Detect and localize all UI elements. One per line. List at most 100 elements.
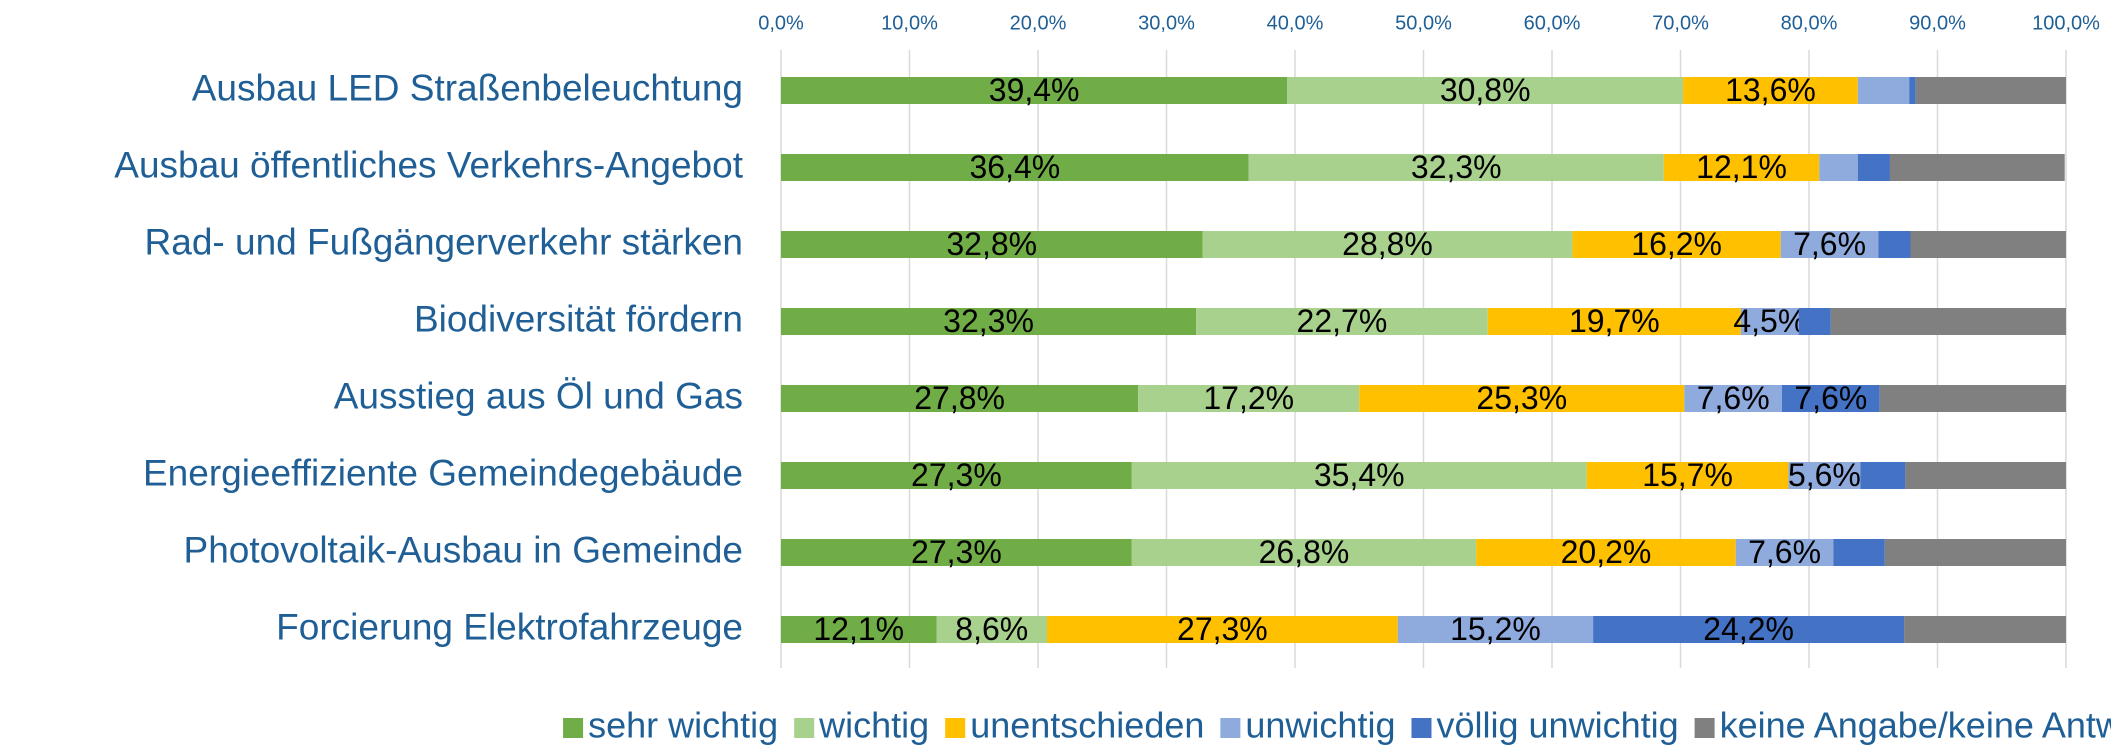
bar-segment [1196,308,1488,335]
bar-segment [1788,462,1861,489]
data-label: 28,8% [1342,226,1433,262]
bar-segment [1487,308,1741,335]
data-label: 32,3% [943,303,1034,339]
legend: sehr wichtig wichtig unentschieden unwichti… [563,705,2111,746]
legend-label: völlig unwichtig [1436,705,1678,746]
category-label: Photovoltaik-Ausbau in Gemeinde [184,529,743,570]
data-label: 39,4% [989,72,1080,108]
x-tick-label: 80,0% [1781,12,1838,34]
bar-segment [1476,539,1736,566]
bar-segment [1830,308,2066,335]
category-label: Energieeffiziente Gemeindegebäude [143,452,743,493]
bar-segment [781,616,937,643]
data-label: 5,6% [1788,457,1861,493]
bar-segment [1904,616,2066,643]
bar-segment [1359,385,1685,412]
bar-segment [1593,616,1905,643]
bar-segment [1684,385,1783,412]
bar-segment [1798,308,1831,335]
data-label: 26,8% [1259,534,1350,570]
bar-segment [1202,231,1573,258]
bar-segment [1683,77,1858,104]
data-label: 20,2% [1561,534,1652,570]
legend-swatch [1411,718,1432,738]
data-label: 7,6% [1794,380,1867,416]
legend-swatch [1694,718,1715,738]
bar-segment [1860,462,1906,489]
legend-swatch [1220,718,1241,738]
bar-segment [781,231,1203,258]
data-label: 17,2% [1203,380,1294,416]
bar-segment [1397,616,1594,643]
bar-segment [1780,231,1879,258]
data-label: 15,7% [1642,457,1733,493]
category-label: Ausbau LED Straßenbeleuchtung [192,67,743,108]
bar-segment [1287,77,1684,104]
data-label: 16,2% [1631,226,1722,262]
data-label: 7,6% [1697,380,1770,416]
data-label: 35,4% [1314,457,1405,493]
bar-segment [1857,77,1910,104]
data-label: 22,7% [1297,303,1388,339]
bar-segment [1905,462,2066,489]
data-label: 4,5% [1733,303,1806,339]
bar-segment [1663,154,1820,181]
bar-segment [781,77,1288,104]
x-tick-label: 50,0% [1395,12,1452,34]
x-tick-label: 30,0% [1138,12,1195,34]
x-tick-label: 0,0% [758,12,804,34]
data-label: 32,3% [1411,149,1502,185]
category-label: Ausbau öffentliches Verkehrs-Angebot [114,144,743,185]
bar-segment [1909,77,1916,104]
category-label: Ausstieg aus Öl und Gas [334,375,743,416]
bar-segment [1248,154,1664,181]
bar-segment [1131,462,1587,489]
x-tick-label: 100,0% [2032,12,2100,34]
bar-segment [1131,539,1477,566]
data-label: 7,6% [1748,534,1821,570]
bar-segment [1833,539,1885,566]
category-label: Forcierung Elektrofahrzeuge [276,606,743,647]
bar-segment [1046,616,1398,643]
legend-label: sehr wichtig [588,705,778,746]
data-label: 12,1% [813,611,904,647]
legend-swatch [945,718,966,738]
bar-segment [1138,385,1360,412]
category-label: Biodiversität fördern [414,298,743,339]
data-label: 8,6% [955,611,1028,647]
bar-segment [1782,385,1880,412]
data-label: 32,8% [946,226,1037,262]
data-label: 13,6% [1725,72,1816,108]
data-label: 15,2% [1450,611,1541,647]
data-label: 12,1% [1696,149,1787,185]
data-label: 36,4% [970,149,1061,185]
data-label: 27,3% [911,457,1002,493]
bar-segment [781,539,1132,566]
legend-label: wichtig [818,705,929,746]
bar-segment [1889,154,2065,181]
bar-segment [781,154,1249,181]
x-tick-label: 10,0% [881,12,938,34]
legend-swatch [794,718,815,738]
x-tick-label: 20,0% [1010,12,1067,34]
x-tick-label: 40,0% [1267,12,1324,34]
x-tick-label: 60,0% [1524,12,1581,34]
bar-segment [936,616,1047,643]
bar-segment [1878,231,1911,258]
legend-label: keine Angabe/keine Antwort [1720,705,2111,746]
bar-segment [1586,462,1789,489]
bar-segment [1572,231,1781,258]
bar-segment [1884,539,2066,566]
legend-label: unwichtig [1245,705,1395,746]
data-label: 27,3% [911,534,1002,570]
data-label: 7,6% [1793,226,1866,262]
bar-segment [781,385,1139,412]
legend-swatch [563,718,584,738]
x-tick-label: 90,0% [1909,12,1966,34]
x-tick-label: 70,0% [1652,12,1709,34]
data-label: 27,8% [914,380,1005,416]
data-label: 19,7% [1569,303,1660,339]
data-label: 24,2% [1703,611,1794,647]
data-label: 27,3% [1177,611,1268,647]
